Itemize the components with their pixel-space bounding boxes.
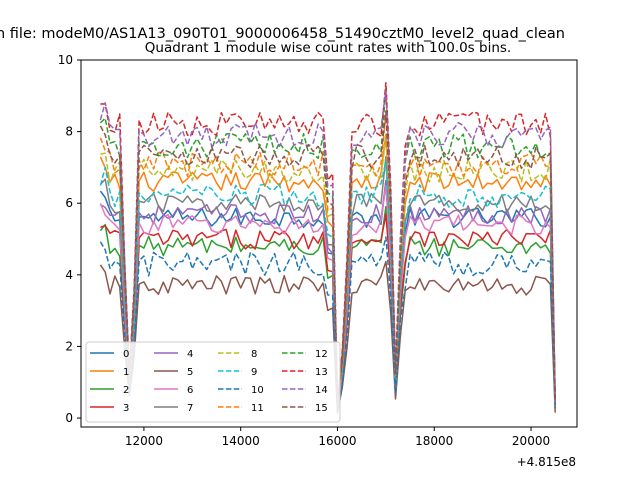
series-line-9 — [99, 160, 556, 406]
legend-label-8: 8 — [251, 349, 257, 360]
series-line-6 — [99, 185, 556, 408]
y-tick-label: 2 — [65, 339, 73, 353]
series-line-12 — [99, 87, 556, 405]
legend-label-10: 10 — [251, 385, 264, 396]
figure-suptitle: n file: modeM0/AS1A13_090T01_9000006458_… — [0, 26, 565, 42]
series-line-13 — [100, 81, 556, 404]
legend-label-12: 12 — [315, 349, 328, 360]
legend-label-11: 11 — [251, 403, 264, 414]
y-tick-label: 0 — [65, 411, 73, 425]
chart-title: Quadrant 1 module wise count rates with … — [145, 40, 511, 56]
y-tick-label: 6 — [65, 196, 73, 210]
series-line-5 — [99, 260, 556, 414]
x-tick-label: 18000 — [415, 434, 453, 448]
plot-area — [80, 59, 578, 428]
series-line-3 — [100, 213, 556, 410]
series-line-8 — [100, 136, 556, 407]
legend-label-0: 0 — [123, 349, 129, 360]
x-tick-label: 12000 — [125, 434, 163, 448]
y-axis: 0 2 4 6 8 10 — [58, 53, 81, 425]
legend-label-6: 6 — [187, 385, 193, 396]
axes-frame — [80, 59, 578, 428]
x-tick-label: 16000 — [318, 434, 356, 448]
legend-label-3: 3 — [123, 403, 129, 414]
legend-label-2: 2 — [123, 385, 129, 396]
legend-label-13: 13 — [315, 367, 328, 378]
series-layer — [99, 81, 556, 414]
x-tick-label: 14000 — [222, 434, 260, 448]
series-line-2 — [99, 205, 556, 409]
x-tick-label: 20000 — [512, 434, 550, 448]
legend-label-4: 4 — [187, 349, 193, 360]
y-tick-label: 10 — [58, 53, 73, 67]
series-line-1 — [99, 133, 556, 406]
legend-label-15: 15 — [315, 403, 328, 414]
series-line-15 — [99, 110, 556, 407]
y-tick-label: 8 — [65, 125, 73, 139]
series-line-11 — [99, 113, 556, 405]
series-line-14 — [99, 89, 556, 403]
series-line-10 — [99, 236, 556, 414]
y-tick-label: 4 — [65, 268, 73, 282]
legend-label-9: 9 — [251, 367, 257, 378]
legend-label-5: 5 — [187, 367, 193, 378]
legend-label-1: 1 — [123, 367, 129, 378]
series-line-4 — [100, 180, 556, 406]
series-line-7 — [99, 155, 556, 407]
legend-label-7: 7 — [187, 403, 193, 414]
x-axis: 12000 14000 16000 18000 20000 — [125, 427, 550, 448]
x-offset-text: +4.815e8 — [517, 455, 576, 469]
legend-label-14: 14 — [315, 385, 328, 396]
legend-box — [85, 341, 341, 423]
